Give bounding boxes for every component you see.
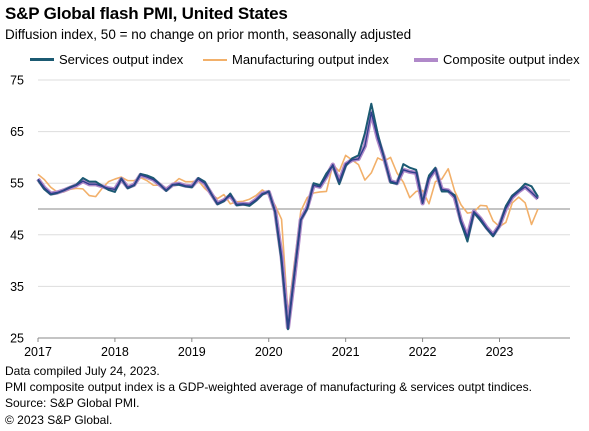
x-tick-label: 2020 <box>255 345 283 359</box>
chart-title: S&P Global flash PMI, United States <box>5 4 288 23</box>
x-tick-label: 2021 <box>332 345 360 359</box>
legend-item-manufacturing: Manufacturing output index <box>203 52 389 67</box>
legend-item-composite: Composite output index <box>414 52 580 67</box>
x-tick-label: 2019 <box>178 345 206 359</box>
legend-swatch-composite <box>414 57 438 62</box>
x-tick-label: 2018 <box>101 345 129 359</box>
y-tick-label: 35 <box>10 280 24 294</box>
legend-label-manufacturing: Manufacturing output index <box>232 52 389 67</box>
legend-swatch-services <box>30 58 54 61</box>
line-chart: 25 35 45 55 65 75 2017 2018 2019 2020 2021 2022 202… <box>10 74 570 359</box>
y-tick-label: 75 <box>10 74 24 88</box>
footnotes: Data compiled July 24, 2023. PMI composi… <box>5 363 532 428</box>
chart-subtitle: Diffusion index, 50 = no change on prior… <box>5 27 412 42</box>
series-line-services <box>37 102 539 331</box>
y-tick-label: 65 <box>10 125 24 139</box>
footnote-note: PMI composite output index is a GDP-weig… <box>5 380 532 395</box>
y-axis: 25 35 45 55 65 75 <box>10 74 24 346</box>
legend-label-composite: Composite output index <box>443 52 580 67</box>
series-line-composite-core <box>37 111 539 329</box>
y-tick-label: 45 <box>10 228 24 242</box>
legend-item-services: Services output index <box>30 52 183 67</box>
x-axis: 2017 2018 2019 2020 2021 2022 2023 <box>24 337 570 359</box>
footnote-source: Source: S&P Global PMI. <box>5 396 140 411</box>
x-tick-label: 2023 <box>486 345 514 359</box>
legend-swatch-manufacturing <box>203 58 227 61</box>
footnote-copyright: © 2023 S&P Global. <box>5 412 113 427</box>
x-tick-label: 2022 <box>409 345 437 359</box>
y-tick-label: 25 <box>10 332 24 346</box>
footnote-compiled: Data compiled July 24, 2023. <box>5 364 160 378</box>
x-tick-label: 2017 <box>24 345 52 359</box>
series-line-composite <box>36 110 540 330</box>
legend: Services output index Manufacturing outp… <box>0 52 589 70</box>
series-lines <box>36 102 540 331</box>
y-tick-label: 55 <box>10 177 24 191</box>
legend-label-services: Services output index <box>59 52 184 67</box>
